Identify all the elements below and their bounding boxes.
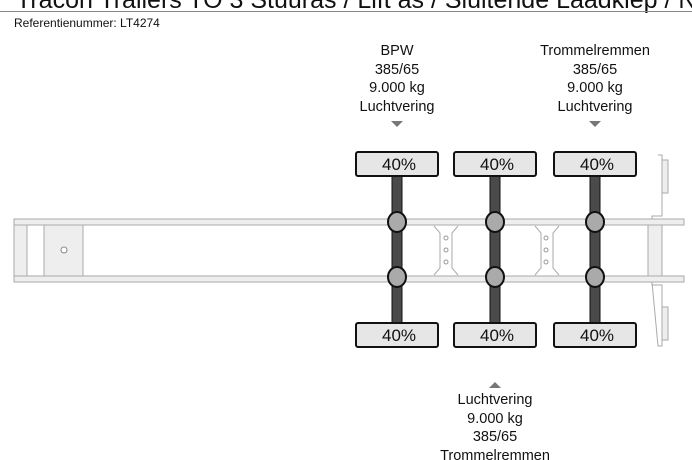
tire-bottom [553, 322, 637, 348]
axle-bar [391, 175, 403, 324]
spec-line: 385/65 [572, 61, 618, 78]
axle-bar [489, 175, 501, 324]
rear-beam [647, 224, 663, 277]
tire-load-label: 40% [580, 155, 614, 174]
reference-number: Referentienummer: LT4274 [14, 16, 160, 30]
tire-load-label: 40% [382, 326, 416, 345]
rear-light [661, 306, 669, 341]
spec-line: 9.000 kg [467, 410, 523, 427]
page-title: Tracon Trailers TO 3 Stuuras / Lift as /… [16, 0, 692, 14]
arrow-down-icon [391, 121, 403, 127]
tire-load-label: 40% [382, 155, 416, 174]
kingpin [60, 246, 68, 254]
tire-load-label: 40% [480, 155, 514, 174]
chassis-rail-bottom [13, 275, 685, 283]
spec-line: Luchtvering [359, 98, 435, 115]
axle-spec-label: BPW 385/65 9.000 kg Luchtvering [317, 42, 477, 116]
axles: 40% 40% 40% 40% 40% 40% [355, 121, 637, 388]
wheel-hub [387, 266, 407, 288]
tire-top [355, 151, 439, 177]
tire-bottom [355, 322, 439, 348]
spec-line: Luchtvering [557, 98, 633, 115]
wheel-hub [387, 211, 407, 233]
axle-spec-label: Trommelremmen 385/65 9.000 kg Luchtvering [515, 42, 675, 116]
axle-1: 40% 40% [355, 121, 439, 348]
wheel-hub [585, 211, 605, 233]
wheel-hub [585, 266, 605, 288]
spec-line: 385/65 [374, 61, 420, 78]
spec-line: 9.000 kg [369, 80, 425, 96]
tire-load-label: 40% [480, 326, 514, 345]
cross-member [534, 225, 560, 276]
axle-3: 40% 40% [553, 121, 637, 348]
cross-member [433, 225, 459, 276]
wheel-hub [485, 211, 505, 233]
spec-line: BPW [380, 43, 414, 59]
tire-top [453, 151, 537, 177]
spec-line: 9.000 kg [567, 80, 623, 96]
axle-bar [589, 175, 601, 324]
tire-load-label: 40% [580, 326, 614, 345]
arrow-up-icon [489, 382, 501, 388]
spec-line: 385/65 [472, 429, 518, 445]
cross-member-holes [443, 235, 549, 265]
spec-line: Trommelremmen [540, 43, 650, 59]
tire-bottom [453, 322, 537, 348]
front-beam [13, 224, 28, 277]
spec-line: Trommelremmen [440, 447, 550, 460]
axle-spec-label: Luchtvering 9.000 kg 385/65 Trommelremmen [415, 391, 575, 460]
rear-light [661, 159, 669, 194]
tire-top [553, 151, 637, 177]
spec-line: Luchtvering [457, 392, 533, 408]
wheel-hub [485, 266, 505, 288]
axle-2: 40% 40% [453, 151, 537, 388]
divider [0, 11, 692, 12]
chassis-rail-top [13, 218, 685, 226]
arrow-down-icon [589, 121, 601, 127]
